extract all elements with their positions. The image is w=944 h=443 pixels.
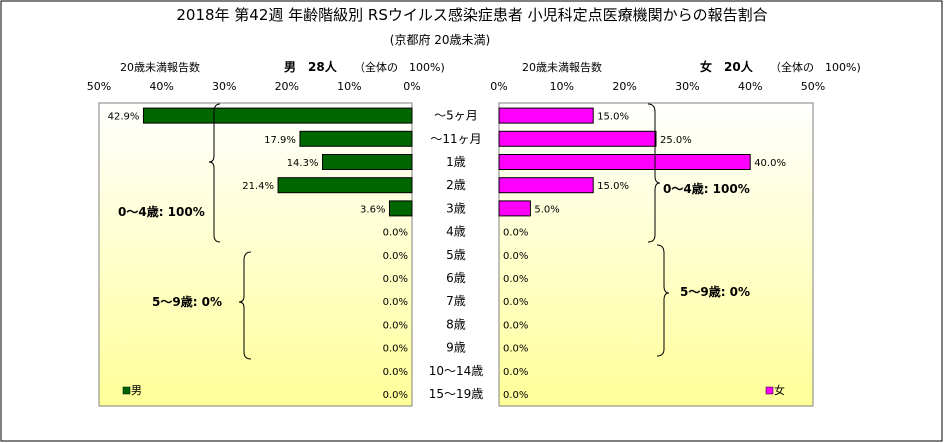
male-data-label: 0.0% <box>383 228 408 239</box>
male-series: 42.9% 17.9% 14.3% 21.4% 3.6% 0.0% 0.0% 0.0% 0.0%… <box>108 107 413 401</box>
female-legend-swatch <box>765 386 774 395</box>
male-header-count-label: 20歳未満報告数 <box>120 61 200 74</box>
female-group-5-9-label: 5～9歳: 0% <box>680 284 750 299</box>
female-bar <box>498 107 594 124</box>
male-header-note: （全体の 100%) <box>354 60 445 74</box>
female-series: 15.0% 25.0% 40.0% 15.0% 5.0% 0.0% 0.0% 0.0% 0.0%… <box>498 107 786 401</box>
male-legend-swatch <box>122 386 131 395</box>
female-x-axis: 0% 10% 20% 30% 40% 50% <box>490 80 825 93</box>
female-data-label: 15.0% <box>597 112 629 123</box>
female-x-tick-label: 50% <box>801 80 825 93</box>
female-data-label: 0.0% <box>503 320 528 331</box>
category-label: 15～19歳 <box>429 387 484 401</box>
female-x-tick-label: 40% <box>738 80 762 93</box>
category-label: 8歳 <box>446 317 466 331</box>
male-bar <box>321 154 413 170</box>
male-data-label: 0.0% <box>383 344 408 355</box>
category-label: ～11ヶ月 <box>430 132 481 146</box>
category-label: 7歳 <box>446 294 466 308</box>
category-label: 6歳 <box>446 271 466 285</box>
female-data-label: 0.0% <box>503 251 528 262</box>
male-bar <box>388 200 413 217</box>
female-brace-5-9 <box>656 244 670 357</box>
female-legend-label: 女 <box>774 383 785 397</box>
male-data-label: 0.0% <box>383 251 408 262</box>
male-data-label: 3.6% <box>360 204 385 215</box>
male-bar <box>142 107 413 124</box>
female-x-tick-label: 10% <box>550 80 574 93</box>
category-label: 10～14歳 <box>429 364 484 378</box>
male-x-tick-label: 30% <box>212 80 236 93</box>
male-x-tick-label: 50% <box>87 80 111 93</box>
male-x-tick-label: 10% <box>337 80 361 93</box>
female-bar <box>498 154 751 170</box>
category-label: 3歳 <box>446 201 466 215</box>
male-brace-5-9 <box>238 251 252 360</box>
female-data-label: 0.0% <box>503 390 528 401</box>
female-data-label: 15.0% <box>597 181 629 192</box>
male-x-tick-label: 20% <box>275 80 299 93</box>
female-data-label: 0.0% <box>503 274 528 285</box>
category-label: 5歳 <box>446 248 466 262</box>
male-plot-area <box>98 102 413 407</box>
male-data-label: 0.0% <box>383 367 408 378</box>
female-x-tick-label: 30% <box>675 80 699 93</box>
male-header-total: 男 28人 <box>284 59 338 74</box>
male-data-label: 21.4% <box>242 181 274 192</box>
male-group-0-4-label: 0～4歳: 100% <box>118 204 205 219</box>
chart-title: 2018年 第42週 年齢階級別 RSウイルス感染症患者 小児科定点医療機関から… <box>176 6 767 24</box>
male-data-label: 0.0% <box>383 390 408 401</box>
female-x-tick-label: 20% <box>612 80 636 93</box>
female-header-count-label: 20歳未満報告数 <box>522 61 602 74</box>
female-data-label: 25.0% <box>660 135 692 146</box>
male-legend-label: 男 <box>131 384 142 397</box>
female-data-label: 40.0% <box>754 158 786 169</box>
female-bar <box>498 130 657 147</box>
male-data-label: 42.9% <box>108 112 140 123</box>
female-bar <box>498 177 594 194</box>
male-group-5-9-label: 5～9歳: 0% <box>152 294 222 309</box>
male-bar <box>277 177 413 194</box>
male-x-tick-label: 0% <box>403 80 420 93</box>
female-data-label: 0.0% <box>503 367 528 378</box>
female-data-label: 0.0% <box>503 297 528 308</box>
male-bar <box>299 130 413 147</box>
category-label: 9歳 <box>446 341 466 355</box>
category-label: 2歳 <box>446 178 466 192</box>
female-data-label: 0.0% <box>503 228 528 239</box>
chart-subtitle: (京都府 20歳未満) <box>390 32 490 47</box>
female-header-note: （全体の 100%) <box>770 60 861 74</box>
category-label: 1歳 <box>446 155 466 169</box>
male-data-label: 0.0% <box>383 274 408 285</box>
age-category-labels: ～5ヶ月 ～11ヶ月 1歳 2歳 3歳 4歳 5歳 6歳 7歳 8歳 9歳 10～14歳 15～19歳 <box>429 109 484 401</box>
female-x-tick-label: 0% <box>490 80 507 93</box>
male-data-label: 0.0% <box>383 320 408 331</box>
male-brace-0-4 <box>208 103 221 243</box>
female-data-label: 5.0% <box>534 204 559 215</box>
male-data-label: 14.3% <box>287 158 319 169</box>
category-label: ～5ヶ月 <box>434 109 478 123</box>
female-brace-0-4 <box>647 103 661 243</box>
category-label: 4歳 <box>446 225 466 239</box>
female-header-total: 女 20人 <box>700 59 754 74</box>
female-group-0-4-label: 0～4歳: 100% <box>663 181 750 196</box>
male-x-axis: 50% 40% 30% 20% 10% 0% <box>87 80 421 93</box>
female-bar <box>498 200 531 217</box>
male-data-label: 17.9% <box>264 135 296 146</box>
male-data-label: 0.0% <box>383 297 408 308</box>
female-data-label: 0.0% <box>503 344 528 355</box>
male-x-tick-label: 40% <box>149 80 173 93</box>
female-plot-area <box>498 102 814 407</box>
